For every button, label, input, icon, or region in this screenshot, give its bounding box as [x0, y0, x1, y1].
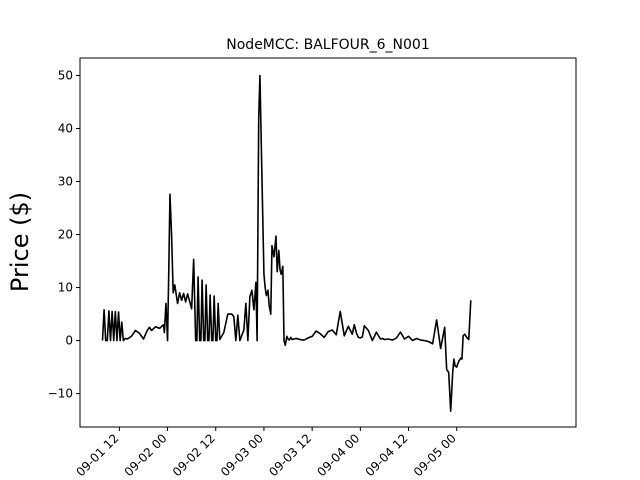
y-tick-label: 10 — [58, 281, 73, 295]
y-tick-label: 0 — [65, 334, 73, 348]
chart-title: NodeMCC: BALFOUR_6_N001 — [226, 37, 429, 53]
series-line-BALFOUR_6_N001 — [101, 74, 472, 412]
y-tick-label: 30 — [58, 175, 73, 189]
y-tick-label: 50 — [58, 68, 73, 82]
axes-frame — [79, 57, 577, 428]
y-axis-label: Price ($) — [6, 192, 34, 292]
y-tick-label: 40 — [58, 122, 73, 136]
y-tick-label: −10 — [48, 387, 73, 401]
y-tick-label: 20 — [58, 228, 73, 242]
